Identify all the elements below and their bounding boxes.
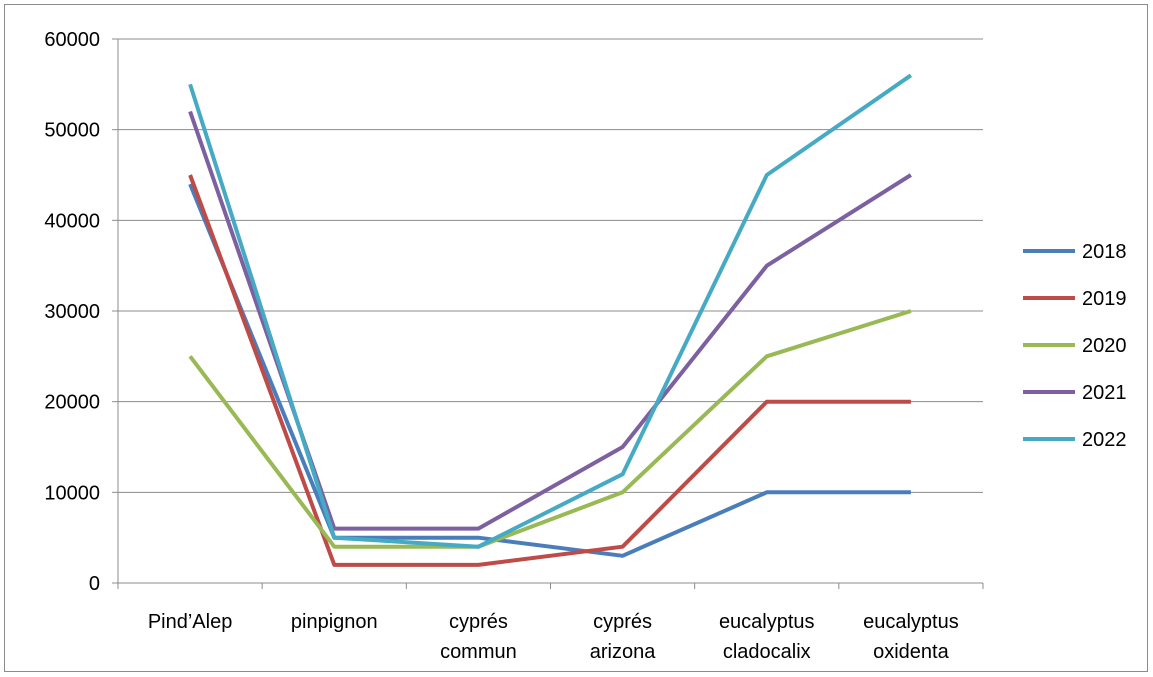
series-line-2018 <box>188 183 911 558</box>
x-tick-label: eucalyptus <box>863 611 959 633</box>
x-tick-label: commun <box>440 641 517 663</box>
series-line-2020 <box>188 309 912 549</box>
legend-label: 2019 <box>1082 288 1127 310</box>
y-tick-label: 50000 <box>44 120 100 142</box>
y-tick-label: 40000 <box>44 210 100 232</box>
y-axis-ticks: 0 10000 20000 30000 40000 50000 60000 <box>44 29 100 595</box>
x-tick-label: eucalyptus <box>719 611 815 633</box>
x-tick-label: oxidenta <box>873 641 949 663</box>
legend-label: 2021 <box>1082 382 1127 404</box>
legend-label: 2018 <box>1082 241 1127 263</box>
x-tick-label: cyprés <box>449 611 508 633</box>
series-line-2022 <box>188 73 913 549</box>
y-tick-label: 60000 <box>44 29 100 51</box>
legend-label: 2020 <box>1082 335 1127 357</box>
y-tick-label: 0 <box>89 573 100 595</box>
x-tick-label: arizona <box>590 641 656 663</box>
series-lines <box>188 73 913 567</box>
series-line-2019 <box>188 174 911 567</box>
x-axis-ticks: Pind’Alep pinpignon cyprés commun cyprés ariz… <box>148 611 959 663</box>
x-tick-label: cyprés <box>593 611 652 633</box>
axes <box>112 38 984 589</box>
legend-label: 2022 <box>1082 429 1127 451</box>
y-tick-label: 20000 <box>44 392 100 414</box>
y-tick-label: 10000 <box>44 482 100 504</box>
legend: 2018 2019 2020 2021 2022 <box>1023 241 1127 451</box>
x-tick-label: pinpignon <box>291 611 378 633</box>
x-tick-label: Pind’Alep <box>148 611 233 633</box>
y-tick-label: 30000 <box>44 301 100 323</box>
x-tick-label: cladocalix <box>723 641 811 663</box>
chart-area <box>4 4 1148 672</box>
